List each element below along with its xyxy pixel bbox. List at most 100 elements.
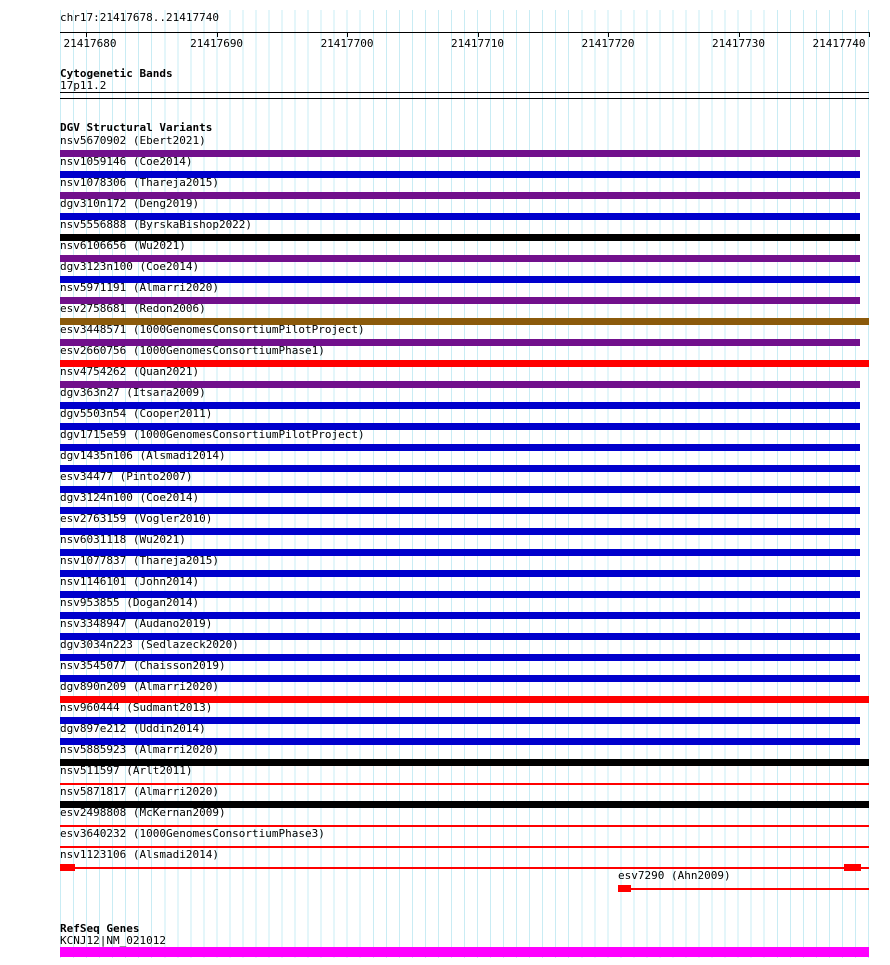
variant-label: nsv5871817 (Almarri2020) — [60, 785, 219, 798]
variant-label: esv2660756 (1000GenomesConsortiumPhase1) — [60, 344, 325, 357]
variant-bar[interactable] — [844, 864, 861, 871]
variant-label: nsv5670902 (Ebert2021) — [60, 134, 206, 147]
ruler-tick-label: 21417730 — [712, 37, 765, 50]
variant-label: nsv5971191 (Almarri2020) — [60, 281, 219, 294]
variant-label: dgv3034n223 (Sedlazeck2020) — [60, 638, 239, 651]
variant-label: dgv890n209 (Almarri2020) — [60, 680, 219, 693]
variant-bar[interactable] — [60, 234, 860, 241]
variant-label: esv34477 (Pinto2007) — [60, 470, 193, 483]
locus-title: chr17:21417678..21417740 — [60, 11, 219, 24]
variant-label: dgv363n27 (Itsara2009) — [60, 386, 206, 399]
variant-label: esv3448571 (1000GenomesConsortiumPilotPr… — [60, 323, 365, 336]
ruler-tick-label: 21417700 — [320, 37, 374, 50]
variant-bar[interactable] — [60, 549, 860, 556]
ruler-tick — [608, 32, 610, 37]
ruler-tick-label: 21417740 — [812, 37, 866, 50]
gene-bar[interactable] — [60, 947, 869, 957]
track-title-refseq: RefSeq Genes — [60, 922, 140, 935]
track-title-dgv: DGV Structural Variants — [60, 121, 213, 134]
variant-line[interactable] — [60, 825, 869, 827]
variant-bar[interactable] — [60, 339, 860, 346]
variant-label: nsv1059146 (Coe2014) — [60, 155, 193, 168]
ruler-tick — [216, 32, 218, 37]
variant-line[interactable] — [60, 783, 869, 785]
variant-bar[interactable] — [60, 192, 860, 199]
variant-bar[interactable] — [60, 738, 860, 745]
variant-label: nsv5556888 (ByrskaBishop2022) — [60, 218, 253, 231]
ruler-line — [60, 32, 869, 33]
variant-bar[interactable] — [60, 591, 860, 598]
variant-label: nsv1078306 (Thareja2015) — [60, 176, 219, 189]
variant-bar[interactable] — [60, 654, 860, 661]
ruler-tick — [477, 32, 479, 37]
variant-bar[interactable] — [60, 276, 860, 283]
ruler-tick — [869, 32, 870, 37]
variant-label: dgv3123n100 (Coe2014) — [60, 260, 200, 273]
ruler-tick-label: 21417680 — [63, 37, 117, 50]
variant-label: dgv1715e59 (1000GenomesConsortiumPilotPr… — [60, 428, 365, 441]
variant-label: nsv953855 (Dogan2014) — [60, 596, 200, 609]
ruler-tick — [738, 32, 740, 37]
variant-label: nsv6031118 (Wu2021) — [60, 533, 186, 546]
variant-bar[interactable] — [60, 381, 860, 388]
base-gridlines — [60, 10, 869, 958]
variant-line[interactable] — [60, 846, 869, 848]
variant-label: dgv5503n54 (Cooper2011) — [60, 407, 213, 420]
variant-bar[interactable] — [60, 717, 860, 724]
variant-label: esv3640232 (1000GenomesConsortiumPhase3) — [60, 827, 325, 840]
variant-bar[interactable] — [60, 402, 860, 409]
variant-bar[interactable] — [60, 633, 860, 640]
variant-bar[interactable] — [60, 507, 860, 514]
variant-label: dgv3124n100 (Coe2014) — [60, 491, 200, 504]
variant-bar[interactable] — [60, 444, 860, 451]
ruler-tick — [347, 32, 349, 37]
variant-bar[interactable] — [60, 213, 860, 220]
variant-bar[interactable] — [60, 360, 869, 367]
variant-label: nsv1077837 (Thareja2015) — [60, 554, 219, 567]
variant-bar[interactable] — [60, 465, 860, 472]
variant-label: esv2758681 (Redon2006) — [60, 302, 206, 315]
variant-label: dgv897e212 (Uddin2014) — [60, 722, 206, 735]
variant-label: esv2498808 (McKernan2009) — [60, 806, 226, 819]
variant-label: nsv3545077 (Chaisson2019) — [60, 659, 226, 672]
variant-bar[interactable] — [60, 486, 860, 493]
variant-bar[interactable] — [60, 423, 860, 430]
variant-label: nsv511597 (Arlt2011) — [60, 764, 193, 777]
ruler-tick — [86, 32, 88, 37]
ruler-tick-label: 21417720 — [581, 37, 635, 50]
variant-bar[interactable] — [618, 885, 631, 892]
variant-bar[interactable] — [60, 297, 860, 304]
variant-label: nsv1146101 (John2014) — [60, 575, 200, 588]
variant-label: nsv4754262 (Quan2021) — [60, 365, 200, 378]
track-title-cytobands: Cytogenetic Bands — [60, 67, 173, 80]
variant-bar[interactable] — [60, 150, 860, 157]
cytoband-box[interactable] — [60, 92, 869, 99]
variant-bar[interactable] — [60, 759, 869, 766]
variant-label: esv2763159 (Vogler2010) — [60, 512, 213, 525]
variant-label: esv7290 (Ahn2009) — [618, 869, 731, 882]
gene-label: KCNJ12|NM_021012 — [60, 934, 166, 947]
variant-line[interactable] — [60, 867, 869, 869]
variant-bar[interactable] — [60, 171, 860, 178]
variant-bar[interactable] — [60, 528, 860, 535]
ruler-tick-label: 21417690 — [190, 37, 244, 50]
variant-bar[interactable] — [60, 696, 869, 703]
cytoband-label: 17p11.2 — [60, 79, 107, 92]
variant-bar[interactable] — [60, 570, 860, 577]
variant-label: dgv310n172 (Deng2019) — [60, 197, 200, 210]
variant-label: nsv960444 (Sudmant2013) — [60, 701, 213, 714]
variant-bar[interactable] — [60, 801, 869, 808]
variant-bar[interactable] — [60, 255, 860, 262]
variant-label: dgv1435n106 (Alsmadi2014) — [60, 449, 226, 462]
variant-bar[interactable] — [60, 675, 860, 682]
ruler-tick-label: 21417710 — [451, 37, 505, 50]
variant-label: nsv3348947 (Audano2019) — [60, 617, 213, 630]
variant-label: nsv6106656 (Wu2021) — [60, 239, 186, 252]
variant-line[interactable] — [630, 888, 869, 890]
variant-bar[interactable] — [60, 864, 75, 871]
variant-bar[interactable] — [60, 318, 869, 325]
variant-label: nsv1123106 (Alsmadi2014) — [60, 848, 219, 861]
variant-bar[interactable] — [60, 612, 860, 619]
variant-label: nsv5885923 (Almarri2020) — [60, 743, 219, 756]
